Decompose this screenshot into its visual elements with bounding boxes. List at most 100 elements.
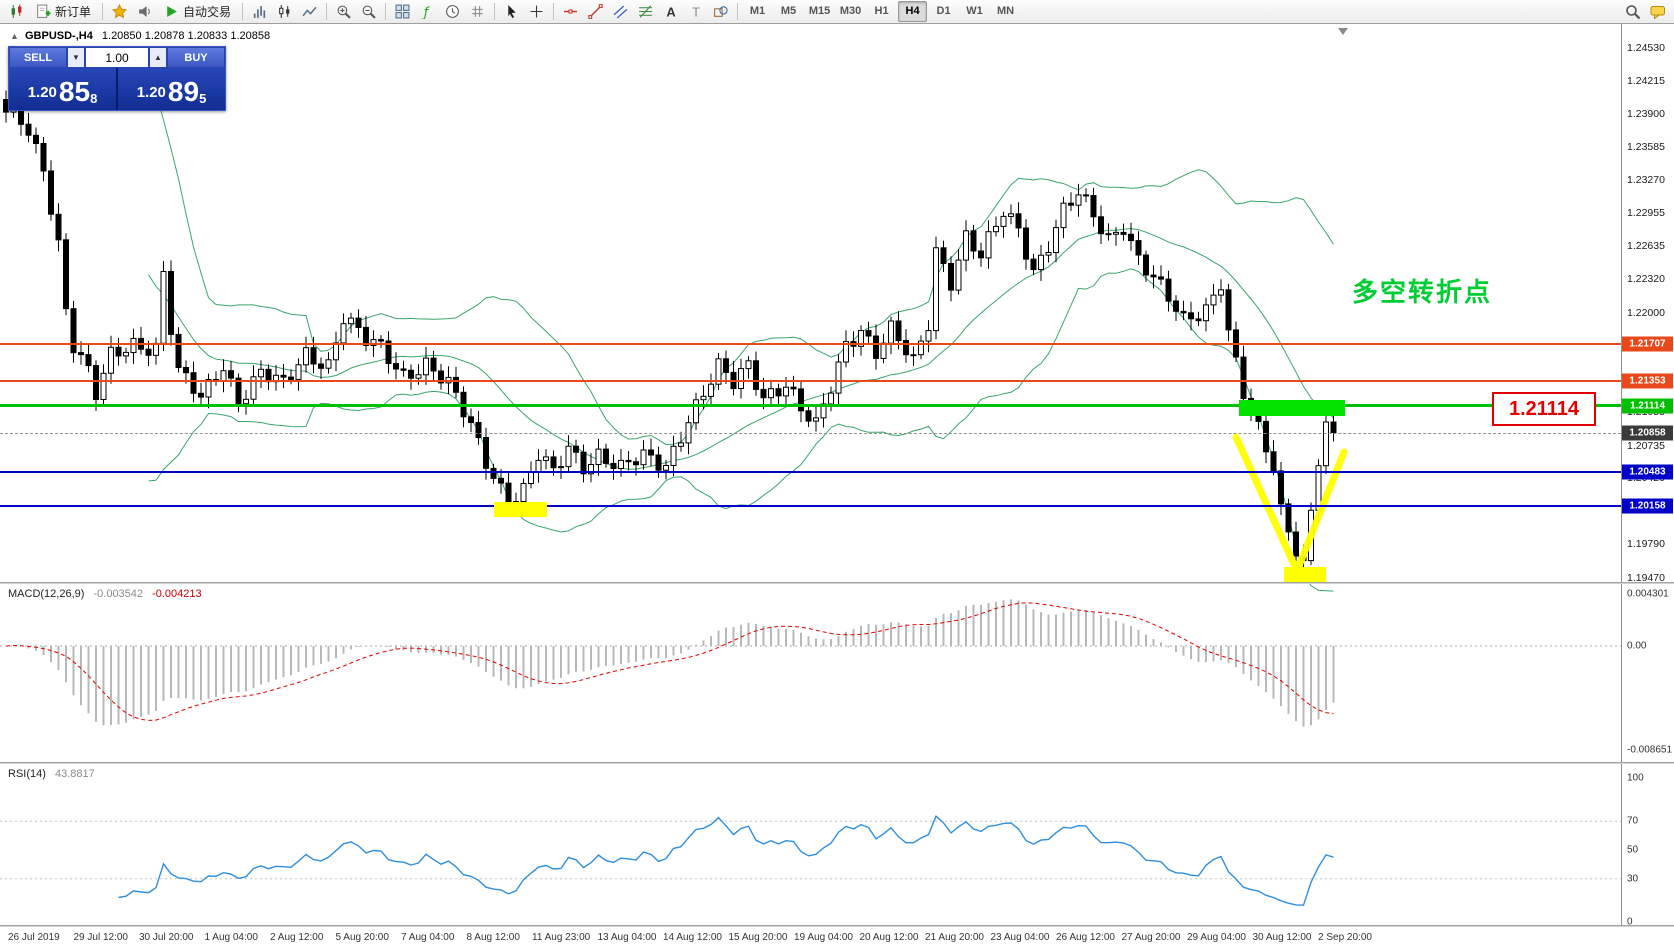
timeframe-button-m15[interactable]: M15 (808, 5, 831, 17)
label-icon[interactable]: T (684, 0, 707, 23)
svg-text:ƒ: ƒ (421, 5, 430, 19)
toolbar-separator (102, 3, 104, 20)
horizontal-level-line[interactable] (0, 342, 1621, 345)
time-axis-label: 27 Aug 20:00 (1121, 932, 1181, 943)
panel-resize-separator[interactable] (0, 762, 1674, 764)
highlight-zone-yellow[interactable] (1284, 567, 1326, 584)
time-axis-separator (0, 925, 1674, 927)
time-axis-label: 11 Aug 23:00 (532, 932, 591, 943)
periods-icon[interactable] (441, 0, 464, 23)
buy-price[interactable]: 1.20 89 5 (118, 68, 225, 110)
timeframe-button-m30[interactable]: M30 (839, 5, 862, 17)
text-icon[interactable]: A (659, 0, 682, 23)
highlight-zone-yellow[interactable] (494, 502, 547, 517)
macd-scale-label: 0.004301 (1627, 588, 1669, 600)
price-axis-label: 1.23270 (1627, 173, 1665, 186)
line-chart-icon[interactable] (298, 0, 321, 23)
price-axis-border (1621, 24, 1622, 925)
time-axis-label: 7 Aug 04:00 (401, 932, 455, 943)
indicators-icon[interactable]: ƒ (416, 0, 439, 23)
trendline-icon[interactable] (584, 0, 607, 23)
price-callout-box[interactable]: 1.21114 (1492, 392, 1596, 426)
time-axis-label: 30 Aug 12:00 (1252, 932, 1312, 943)
toolbar-separator (494, 3, 496, 20)
toolbar: 新订单 自动交易 ƒ A T M1 M5 M15 M30 H1 H4 D1 W1 MN (0, 0, 1674, 24)
macd-label: MACD(12,26,9) -0.003542 -0.004213 (8, 588, 202, 600)
zoom-out-icon[interactable] (357, 0, 380, 23)
rsi-scale-label: 0 (1627, 916, 1633, 928)
tile-windows-icon[interactable] (391, 0, 414, 23)
channel-icon[interactable] (609, 0, 632, 23)
horizontal-line-icon[interactable] (559, 0, 582, 23)
zoom-in-icon[interactable] (332, 0, 355, 23)
timeframe-button-m1[interactable]: M1 (749, 5, 766, 17)
play-icon (164, 4, 179, 19)
time-axis-label: 29 Aug 04:00 (1187, 932, 1246, 943)
candlestick-icon[interactable] (273, 0, 296, 23)
ohlc-values: 1.20850 1.20878 1.20833 1.20858 (101, 30, 271, 42)
rsi-scale-label: 50 (1627, 844, 1639, 856)
price-axis-label: 1.24530 (1627, 42, 1665, 54)
rsi-scale-label: 70 (1627, 815, 1639, 827)
time-axis-label: 8 Aug 12:00 (466, 932, 520, 943)
search-icon[interactable] (1621, 0, 1644, 23)
turning-point-annotation[interactable]: 多空转折点 (1352, 277, 1493, 307)
time-axis-label: 2 Aug 12:00 (270, 932, 324, 943)
time-axis-label: 2 Sep 20:00 (1318, 932, 1372, 943)
time-axis-label: 14 Aug 12:00 (663, 932, 722, 943)
timeframe-button-w1[interactable]: W1 (966, 5, 983, 17)
time-axis-label: 26 Jul 2019 (8, 932, 60, 943)
timeframe-button-h4[interactable]: H4 (898, 1, 928, 22)
timeframe-button-d1[interactable]: D1 (936, 5, 951, 17)
toolbar-separator (242, 3, 244, 20)
chat-icon[interactable] (1646, 0, 1669, 23)
sell-price[interactable]: 1.20 85 8 (9, 68, 116, 110)
bar-chart-icon[interactable] (248, 0, 271, 23)
time-axis-label: 23 Aug 04:00 (990, 932, 1050, 943)
crosshair-icon[interactable] (525, 0, 548, 23)
price-axis-label: 1.23900 (1627, 107, 1665, 120)
volume-increase-button[interactable]: ▲ (149, 47, 167, 68)
price-tag: 1.20483 (1622, 464, 1673, 480)
sell-button[interactable]: SELL (9, 47, 67, 68)
panel-resize-separator[interactable] (0, 582, 1674, 584)
horizontal-level-line[interactable] (0, 504, 1621, 507)
support-zone-green[interactable] (1239, 400, 1345, 416)
templates-icon[interactable] (466, 0, 489, 23)
buy-button[interactable]: BUY (167, 47, 225, 68)
timeframe-button-mn[interactable]: MN (996, 5, 1015, 17)
horizontal-level-line[interactable] (0, 404, 1621, 408)
new-order-button[interactable]: 新订单 (29, 0, 98, 23)
price-axis-label: 1.20735 (1627, 439, 1665, 452)
fibonacci-icon[interactable] (634, 0, 657, 23)
autotrading-button[interactable]: 自动交易 (157, 0, 238, 23)
favorites-icon[interactable] (108, 0, 131, 23)
time-axis[interactable]: 26 Jul 2019 29 Jul 12:00 30 Jul 20:00 1 Aug… (0, 927, 1674, 948)
horizontal-level-line[interactable] (0, 470, 1621, 473)
price-axis-label: 1.22000 (1627, 307, 1665, 319)
chart-title: ▲ GBPUSD-,H4 1.20850 1.20878 1.20833 1.2… (10, 30, 270, 42)
time-axis-label: 29 Jul 12:00 (73, 932, 129, 943)
toolbar-separator (385, 3, 387, 20)
chart-shift-marker[interactable] (1338, 28, 1348, 35)
volume-decrease-button[interactable]: ▼ (67, 47, 85, 68)
price-tag: 1.20158 (1622, 498, 1673, 514)
timeframe-button-m5[interactable]: M5 (780, 5, 797, 17)
shapes-icon[interactable] (709, 0, 732, 23)
price-axis-label: 1.22320 (1627, 273, 1665, 286)
autotrading-button-label: 自动交易 (183, 5, 232, 19)
timeframe-button-h1[interactable]: H1 (874, 5, 889, 17)
volume-input[interactable] (85, 47, 149, 68)
symbol-period-label: GBPUSD-,H4 (24, 30, 93, 42)
collapse-panel-icon[interactable]: ▲ (10, 31, 19, 41)
price-axis-label: 1.23585 (1627, 140, 1665, 153)
neworder-icon (36, 4, 51, 19)
toolbar-separator (553, 3, 555, 20)
price-tag: 1.21353 (1622, 373, 1673, 389)
cursor-icon[interactable] (500, 0, 523, 23)
time-axis-label: 1 Aug 04:00 (204, 932, 258, 943)
alerts-icon[interactable] (133, 0, 156, 23)
horizontal-level-line[interactable] (0, 379, 1621, 382)
